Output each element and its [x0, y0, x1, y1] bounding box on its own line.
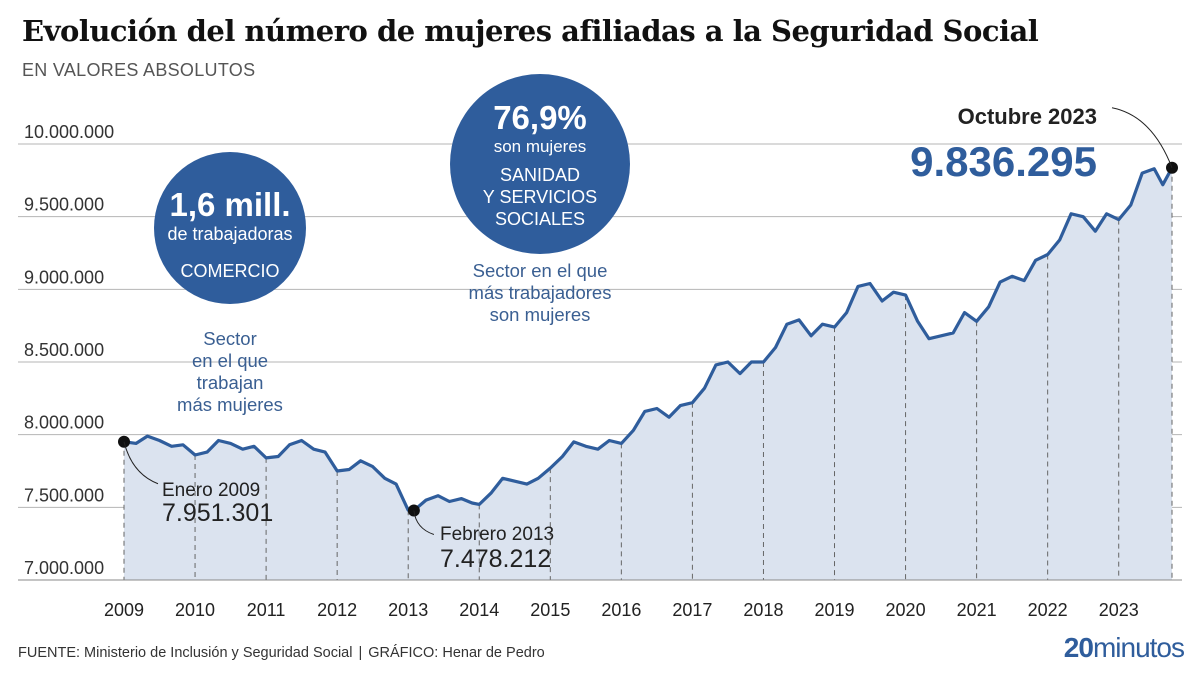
x-tick-label: 2011 [247, 600, 286, 620]
y-tick-labels: 7.000.000 7.500.000 8.000.000 8.500.000 9.00… [24, 122, 114, 578]
x-tick-label: 2009 [104, 600, 144, 620]
footer: FUENTE: Ministerio de Inclusión y Seguri… [18, 645, 545, 661]
y-tick-label: 8.000.000 [24, 413, 104, 433]
x-tick-label: 2015 [530, 600, 570, 620]
x-tick-label: 2019 [814, 600, 854, 620]
annotation-leader [1111, 107, 1173, 168]
brand-logo: 20minutos [1063, 632, 1185, 664]
comercio-note-line: más mujeres [177, 394, 283, 415]
series-line [123, 167, 1174, 513]
x-tick-label: 2022 [1028, 600, 1068, 620]
x-tick-labels: 2009 2010 2011 2012 2013 2014 2015 2016 2017 2018… [104, 600, 1139, 620]
y-tick-label: 9.000.000 [24, 267, 104, 287]
sanidad-callout: 76,9% son mujeres SANIDAD Y SERVICIOS SO… [450, 74, 630, 254]
annotation-label: Octubre 2023 [958, 104, 1097, 129]
x-tick-label: 2010 [175, 600, 215, 620]
x-tick-label: 2016 [601, 600, 641, 620]
y-tick-label: 10.000.000 [24, 122, 114, 142]
x-tick-label: 2013 [388, 600, 428, 620]
sanidad-note-line: son mujeres [489, 304, 591, 325]
footer-separator: | [358, 645, 363, 661]
sanidad-circle [450, 74, 630, 254]
annotation-value: 9.836.295 [910, 138, 1097, 185]
comercio-callout: 1,6 mill. de trabajadoras COMERCIO [154, 152, 306, 304]
sanidad-label-2: Y SERVICIOS [483, 187, 597, 207]
x-tick-label: 2018 [743, 600, 783, 620]
area-fill [124, 167, 1172, 581]
annotation-label: Enero 2009 [162, 480, 260, 501]
chart-title: Evolución del número de mujeres afiliada… [22, 14, 1039, 48]
sanidad-note-line: más trabajadores [468, 282, 612, 303]
chart-subtitle: EN VALORES ABSOLUTOS [22, 60, 256, 80]
sanidad-label-1: SANIDAD [500, 165, 580, 185]
sanidad-sub-text: son mujeres [494, 137, 587, 156]
comercio-label: COMERCIO [181, 261, 280, 281]
annotation-value: 7.951.301 [162, 499, 273, 527]
x-tick-label: 2020 [886, 600, 926, 620]
comercio-note-line: en el que [191, 350, 269, 371]
credit-text: GRÁFICO: Henar de Pedro [368, 645, 545, 661]
sanidad-note: Sector en el que más trabajadores son mu… [450, 260, 630, 326]
y-tick-label: 8.500.000 [24, 340, 104, 360]
logo-word: minutos [1092, 632, 1185, 663]
sanidad-big-text: 76,9% [493, 99, 587, 136]
comercio-big-text: 1,6 mill. [169, 186, 290, 223]
x-tick-label: 2014 [459, 600, 499, 620]
comercio-note-line: trabajan [196, 372, 264, 393]
x-tick-label: 2017 [672, 600, 712, 620]
annotation-label: Febrero 2013 [440, 524, 554, 545]
x-tick-label: 2023 [1099, 600, 1139, 620]
annotation-value: 7.478.212 [440, 545, 551, 573]
x-tick-label: 2012 [317, 600, 357, 620]
y-tick-label: 9.500.000 [24, 195, 104, 215]
comercio-note: Sector en el que trabajan más mujeres [160, 328, 300, 416]
comercio-sub-text: de trabajadoras [167, 224, 292, 244]
sanidad-note-line: Sector en el que [472, 260, 608, 281]
x-tick-label: 2021 [957, 600, 997, 620]
comercio-circle [154, 152, 306, 304]
comercio-note-line: Sector [203, 328, 257, 349]
logo-number: 20 [1063, 632, 1094, 663]
source-text: FUENTE: Ministerio de Inclusión y Seguri… [18, 645, 353, 661]
x-dashed-lines [123, 167, 1173, 580]
y-tick-label: 7.500.000 [24, 485, 104, 505]
sanidad-label-3: SOCIALES [495, 209, 585, 229]
annotation-leader [413, 510, 435, 535]
annotation-leader [123, 441, 159, 485]
y-tick-label: 7.000.000 [24, 558, 104, 578]
